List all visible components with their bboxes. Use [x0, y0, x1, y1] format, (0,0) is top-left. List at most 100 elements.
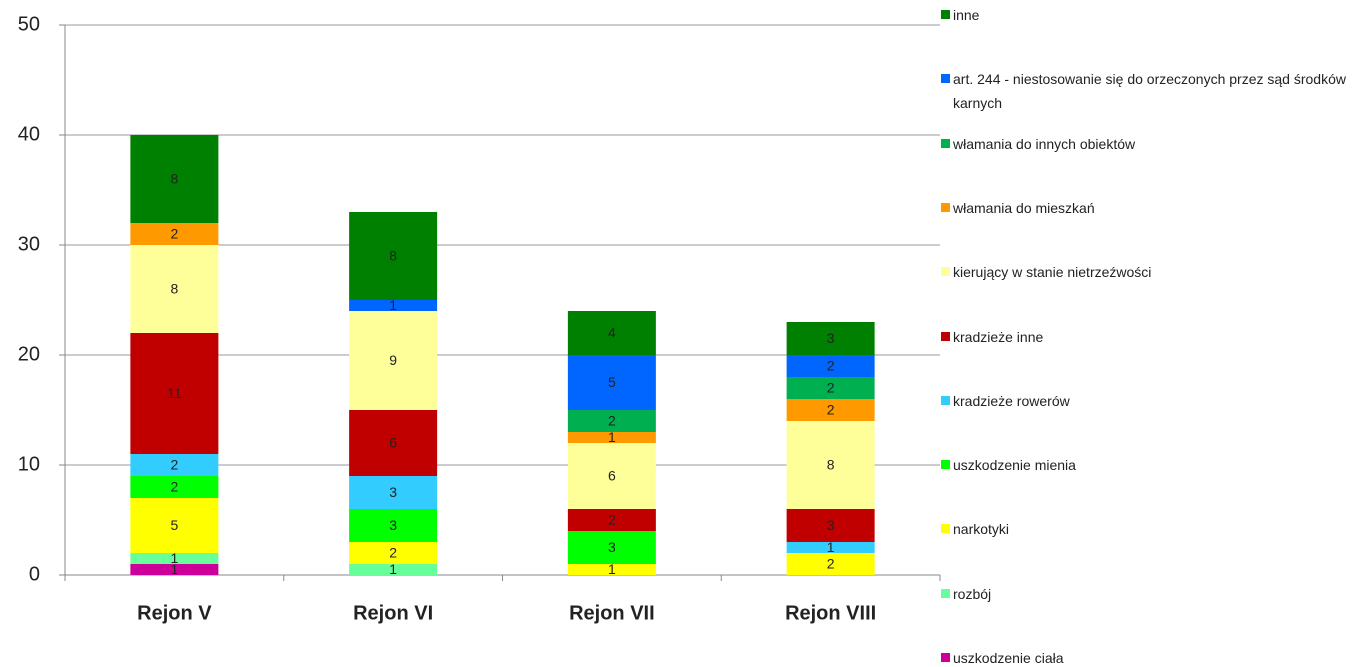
bar-segment — [130, 553, 219, 564]
data-label: 6 — [389, 435, 397, 451]
data-label: 1 — [608, 429, 616, 445]
data-label: 3 — [827, 517, 835, 533]
legend-entry: kradzieże rowerów — [941, 389, 1370, 413]
data-label: 8 — [170, 281, 178, 297]
legend-label: inne — [953, 7, 980, 23]
y-tick-label: 40 — [18, 123, 40, 145]
bar-segment — [786, 322, 875, 355]
data-label: 8 — [389, 248, 397, 264]
bar-segment — [567, 410, 656, 432]
bar-segment — [130, 476, 219, 498]
legend-entry: narkotyki — [941, 517, 1370, 541]
data-label: 2 — [827, 380, 835, 396]
x-tick-label: Rejon V — [137, 602, 212, 624]
data-label: 2 — [827, 358, 835, 374]
legend-label: kradzieże inne — [953, 328, 1044, 345]
legend-label: rozbój — [953, 585, 992, 602]
legend-entry: kierujący w stanie nietrzeźwości — [941, 260, 1370, 284]
bar-segment — [567, 509, 656, 531]
legend-swatch — [941, 588, 950, 598]
bar-segment — [349, 542, 438, 564]
y-tick-label: 50 — [18, 13, 40, 35]
data-label: 4 — [608, 325, 616, 341]
legend-label: włamania do innych obiektów — [953, 135, 1136, 152]
data-label: 8 — [170, 171, 178, 187]
x-tick-label: Rejon VI — [353, 602, 433, 624]
legend-entry: uszkodzenie mienia — [941, 453, 1370, 477]
x-tick-label: Rejon VIII — [785, 602, 876, 624]
data-label: 2 — [827, 402, 835, 418]
bar-segment — [349, 564, 438, 575]
data-label: 1 — [608, 561, 616, 577]
legend-label: kierujący w stanie nietrzeźwości — [953, 264, 1152, 281]
bar-segment — [349, 212, 438, 300]
legend-label: uszkodzenie mienia — [953, 457, 1076, 474]
data-label: 2 — [170, 457, 178, 473]
bar-segment — [349, 300, 438, 311]
bar-segment — [349, 311, 438, 410]
legend-swatch — [941, 202, 950, 212]
legend-swatch — [941, 524, 950, 534]
data-label: 2 — [608, 413, 616, 429]
y-tick-label: 0 — [29, 563, 40, 585]
legend-entry: kradzieże inne — [941, 325, 1370, 349]
data-label: 3 — [389, 517, 397, 533]
data-label: 1 — [389, 297, 397, 313]
y-tick-label: 10 — [18, 453, 40, 475]
data-label: 2 — [170, 226, 178, 242]
data-label: 3 — [389, 484, 397, 500]
bar-segment — [567, 311, 656, 355]
legend-swatch — [941, 138, 950, 148]
bar-segment — [349, 476, 438, 509]
bar-segment — [130, 333, 219, 454]
data-label: 2 — [170, 479, 178, 495]
legend-swatch — [941, 267, 950, 277]
bar-segment — [567, 355, 656, 410]
legend-entry: włamania do innych obiektów — [941, 132, 1370, 156]
bar-segment — [786, 399, 875, 421]
bar-segment — [567, 531, 656, 564]
legend-swatch — [941, 74, 950, 84]
bar-segment — [130, 245, 219, 333]
data-label: 3 — [608, 539, 616, 555]
y-tick-label: 20 — [18, 343, 40, 365]
legend-entry: rozbój — [941, 582, 1370, 606]
bar-segment — [130, 454, 219, 476]
bar-segment — [786, 509, 875, 542]
legend-entry: inne — [941, 3, 1370, 27]
data-label: 1 — [170, 550, 178, 566]
legend-entry: uszkodzenie ciała — [941, 646, 1370, 667]
legend-entry: włamania do mieszkań — [941, 196, 1370, 220]
legend-entry: art. 244 - niestosowanie się do orzeczon… — [941, 67, 1370, 115]
legend-swatch — [941, 10, 950, 19]
data-label: 1 — [827, 539, 835, 555]
bar-segment — [786, 421, 875, 509]
bar-segment — [349, 509, 438, 542]
data-label: 2 — [608, 512, 616, 528]
bar-segment — [567, 564, 656, 575]
bar-segment — [130, 223, 219, 245]
legend-swatch — [941, 460, 950, 470]
data-label: 5 — [608, 374, 616, 390]
bar-segment — [786, 377, 875, 399]
bar-segment — [567, 432, 656, 443]
bar-segment — [567, 443, 656, 509]
legend-label: włamania do mieszkań — [953, 199, 1095, 216]
bar-segment — [130, 498, 219, 553]
legend-label: art. 244 - niestosowanie się do orzeczon… — [953, 71, 1346, 112]
data-label: 5 — [170, 517, 178, 533]
legend-swatch — [941, 331, 950, 341]
legend-label: kradzieże rowerów — [953, 392, 1070, 409]
data-label: 9 — [389, 352, 397, 368]
bar-segment — [130, 135, 219, 223]
data-label: 2 — [827, 556, 835, 572]
bar-segment — [786, 553, 875, 575]
data-label: 11 — [167, 385, 182, 401]
bar-segment — [786, 542, 875, 553]
data-label: 3 — [827, 330, 835, 346]
x-tick-label: Rejon VII — [569, 602, 655, 624]
data-label: 6 — [608, 468, 616, 484]
data-label: 1 — [389, 561, 397, 577]
